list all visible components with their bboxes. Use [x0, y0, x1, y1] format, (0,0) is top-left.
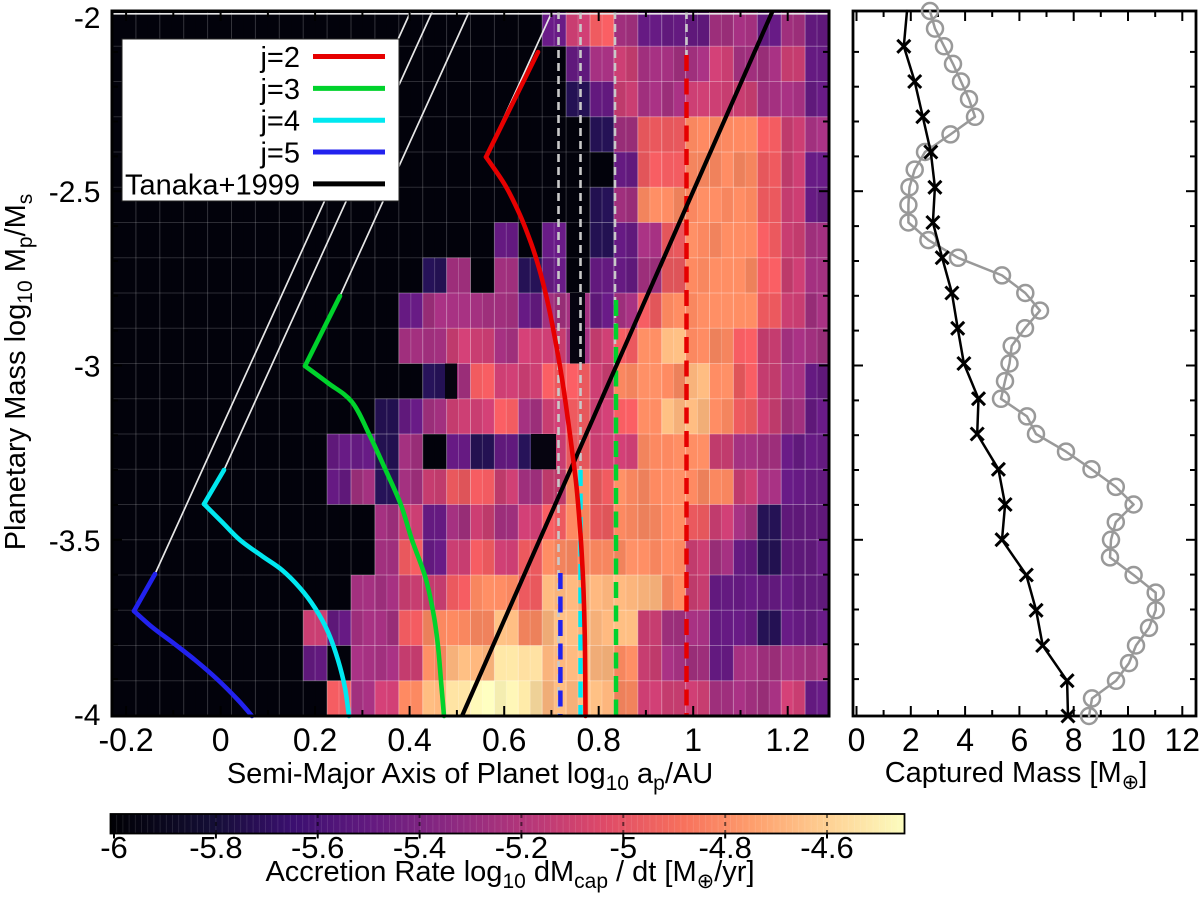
svg-text:j=5: j=5: [259, 138, 300, 170]
svg-text:-5.6: -5.6: [291, 830, 344, 865]
svg-text:1: 1: [684, 722, 702, 758]
svg-text:0.2: 0.2: [293, 722, 337, 758]
svg-text:0.6: 0.6: [482, 722, 526, 758]
svg-text:-6: -6: [100, 830, 128, 865]
svg-text:-5.4: -5.4: [393, 830, 446, 865]
svg-text:Captured Mass [M⊕]: Captured Mass [M⊕]: [885, 757, 1148, 794]
svg-text:-5.8: -5.8: [189, 830, 242, 865]
svg-text:-2.5: -2.5: [49, 176, 101, 209]
svg-text:j=3: j=3: [259, 74, 300, 106]
svg-text:Tanaka+1999: Tanaka+1999: [125, 169, 300, 201]
svg-text:Planetary Mass log10 Mp/Ms: Planetary Mass log10 Mp/Ms: [0, 194, 37, 551]
svg-text:12: 12: [1165, 722, 1200, 758]
svg-text:10: 10: [1110, 722, 1146, 758]
svg-text:6: 6: [1011, 722, 1029, 758]
svg-text:0.8: 0.8: [576, 722, 620, 758]
svg-text:-4.6: -4.6: [800, 830, 853, 865]
svg-text:0: 0: [848, 722, 866, 758]
svg-text:-5: -5: [610, 830, 638, 865]
svg-text:-3.5: -3.5: [49, 525, 101, 558]
svg-text:-4: -4: [74, 699, 101, 732]
svg-text:0: 0: [212, 722, 230, 758]
svg-text:-0.2: -0.2: [99, 722, 154, 758]
svg-text:8: 8: [1065, 722, 1083, 758]
svg-text:j=4: j=4: [259, 106, 300, 138]
svg-text:-5.2: -5.2: [495, 830, 548, 865]
svg-text:-2: -2: [74, 2, 101, 35]
svg-text:Semi-Major Axis of Planet log1: Semi-Major Axis of Planet log10 ap/AU: [227, 758, 713, 795]
svg-text:-3: -3: [74, 351, 101, 384]
svg-text:j=2: j=2: [259, 42, 300, 74]
svg-text:-4.8: -4.8: [698, 830, 751, 865]
svg-text:2: 2: [902, 722, 920, 758]
svg-text:4: 4: [956, 722, 974, 758]
svg-text:0.4: 0.4: [387, 722, 431, 758]
svg-text:1.2: 1.2: [765, 722, 809, 758]
